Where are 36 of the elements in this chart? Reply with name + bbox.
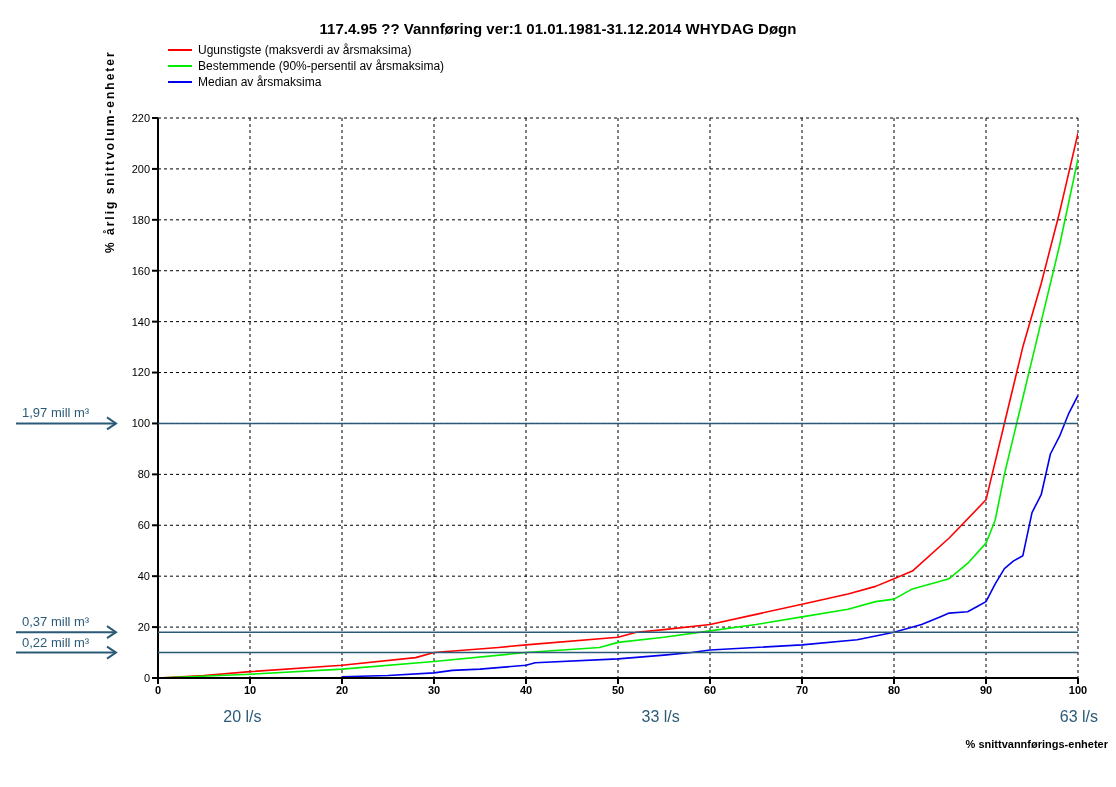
y-tick-label: 40 xyxy=(137,570,150,583)
x-tick-label: 80 xyxy=(887,683,901,696)
y-tick-label: 20 xyxy=(137,621,150,633)
y-tick-label: 120 xyxy=(131,366,150,379)
x-tick-label: 20 xyxy=(335,683,349,696)
y-tick-label: 100 xyxy=(131,417,150,430)
ref-line-label: 1,97 mill m³ xyxy=(22,405,90,421)
y-tick-label: 0 xyxy=(143,671,150,684)
x-tick-label: 40 xyxy=(519,683,533,696)
y-tick-label: 200 xyxy=(131,162,150,175)
line-series xyxy=(341,394,1078,678)
x-tick-label: 0 xyxy=(154,683,162,696)
chart-title: 117.4.95 ?? Vannføring ver:1 01.01.1981-31.12.2014 WHYDAG Døgn xyxy=(318,20,798,37)
ref-line-label: 0,37 mill m³ xyxy=(22,614,90,630)
x-tick-label: 70 xyxy=(795,683,809,696)
x-tick-label: 60 xyxy=(703,683,717,696)
x-tick-label: 30 xyxy=(427,683,441,696)
y-tick-label: 140 xyxy=(131,315,150,328)
y-tick-label: 220 xyxy=(131,111,150,124)
y-tick-label: 60 xyxy=(137,519,150,532)
legend-label: Median av årsmaksima xyxy=(198,74,322,90)
ref-line-label: 0,22 mill m³ xyxy=(22,634,90,650)
text: 63 l/s xyxy=(1059,708,1098,726)
x-axis-title: % snittvannførings-enheter xyxy=(965,738,1109,750)
legend-label: Ugunstigste (maksverdi av årsmaksima) xyxy=(198,42,412,58)
x-tick-label: 50 xyxy=(611,683,625,696)
y-tick-label: 180 xyxy=(131,213,150,226)
x-tick-label: 10 xyxy=(243,683,257,696)
x-tick-label: 100 xyxy=(1068,683,1088,696)
y-tick-label: 160 xyxy=(131,264,150,277)
y-tick-label: 80 xyxy=(137,468,150,481)
text: 20 l/s xyxy=(223,708,262,726)
legend-label: Bestemmende (90%-persentil av årsmaksima) xyxy=(198,58,445,74)
y-axis-title: % årlig snittvolum-enheter xyxy=(102,50,117,253)
x-tick-label: 90 xyxy=(979,683,993,696)
text: 33 l/s xyxy=(641,708,680,726)
